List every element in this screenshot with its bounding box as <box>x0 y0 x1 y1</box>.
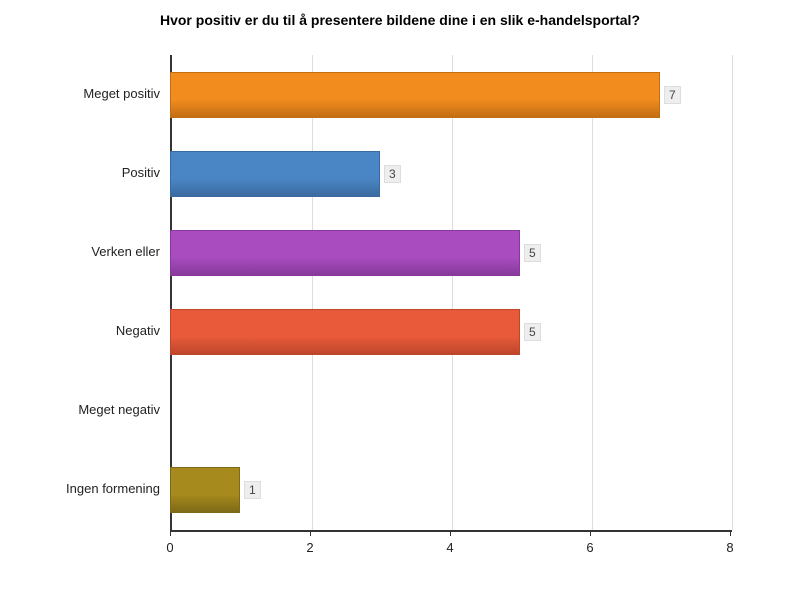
chart-container: Hvor positiv er du til å presentere bild… <box>0 0 800 600</box>
x-tick <box>170 530 171 536</box>
x-tick-label: 6 <box>586 540 593 555</box>
gridline <box>732 55 733 530</box>
x-tick-label: 2 <box>306 540 313 555</box>
x-tick <box>590 530 591 536</box>
bar-fill <box>170 230 520 276</box>
value-label: 3 <box>384 165 401 183</box>
bar <box>170 467 240 513</box>
category-label: Verken eller <box>10 244 160 259</box>
gridline <box>312 55 313 530</box>
category-label: Positiv <box>10 165 160 180</box>
x-tick-label: 4 <box>446 540 453 555</box>
x-tick <box>730 530 731 536</box>
x-tick <box>450 530 451 536</box>
bar <box>170 309 520 355</box>
category-label: Meget positiv <box>10 86 160 101</box>
value-label: 7 <box>664 86 681 104</box>
gridline <box>452 55 453 530</box>
category-label: Ingen formening <box>10 481 160 496</box>
bar-fill <box>170 309 520 355</box>
bar-fill <box>170 467 240 513</box>
category-label: Meget negativ <box>10 402 160 417</box>
x-tick <box>310 530 311 536</box>
x-tick-label: 0 <box>166 540 173 555</box>
bar-fill <box>170 72 660 118</box>
value-label: 5 <box>524 323 541 341</box>
bar <box>170 72 660 118</box>
bar-fill <box>170 151 380 197</box>
chart-title: Hvor positiv er du til å presentere bild… <box>0 12 800 28</box>
gridline <box>592 55 593 530</box>
bar <box>170 230 520 276</box>
x-tick-label: 8 <box>726 540 733 555</box>
plot-area <box>170 55 732 532</box>
value-label: 5 <box>524 244 541 262</box>
bar <box>170 151 380 197</box>
value-label: 1 <box>244 481 261 499</box>
category-label: Negativ <box>10 323 160 338</box>
